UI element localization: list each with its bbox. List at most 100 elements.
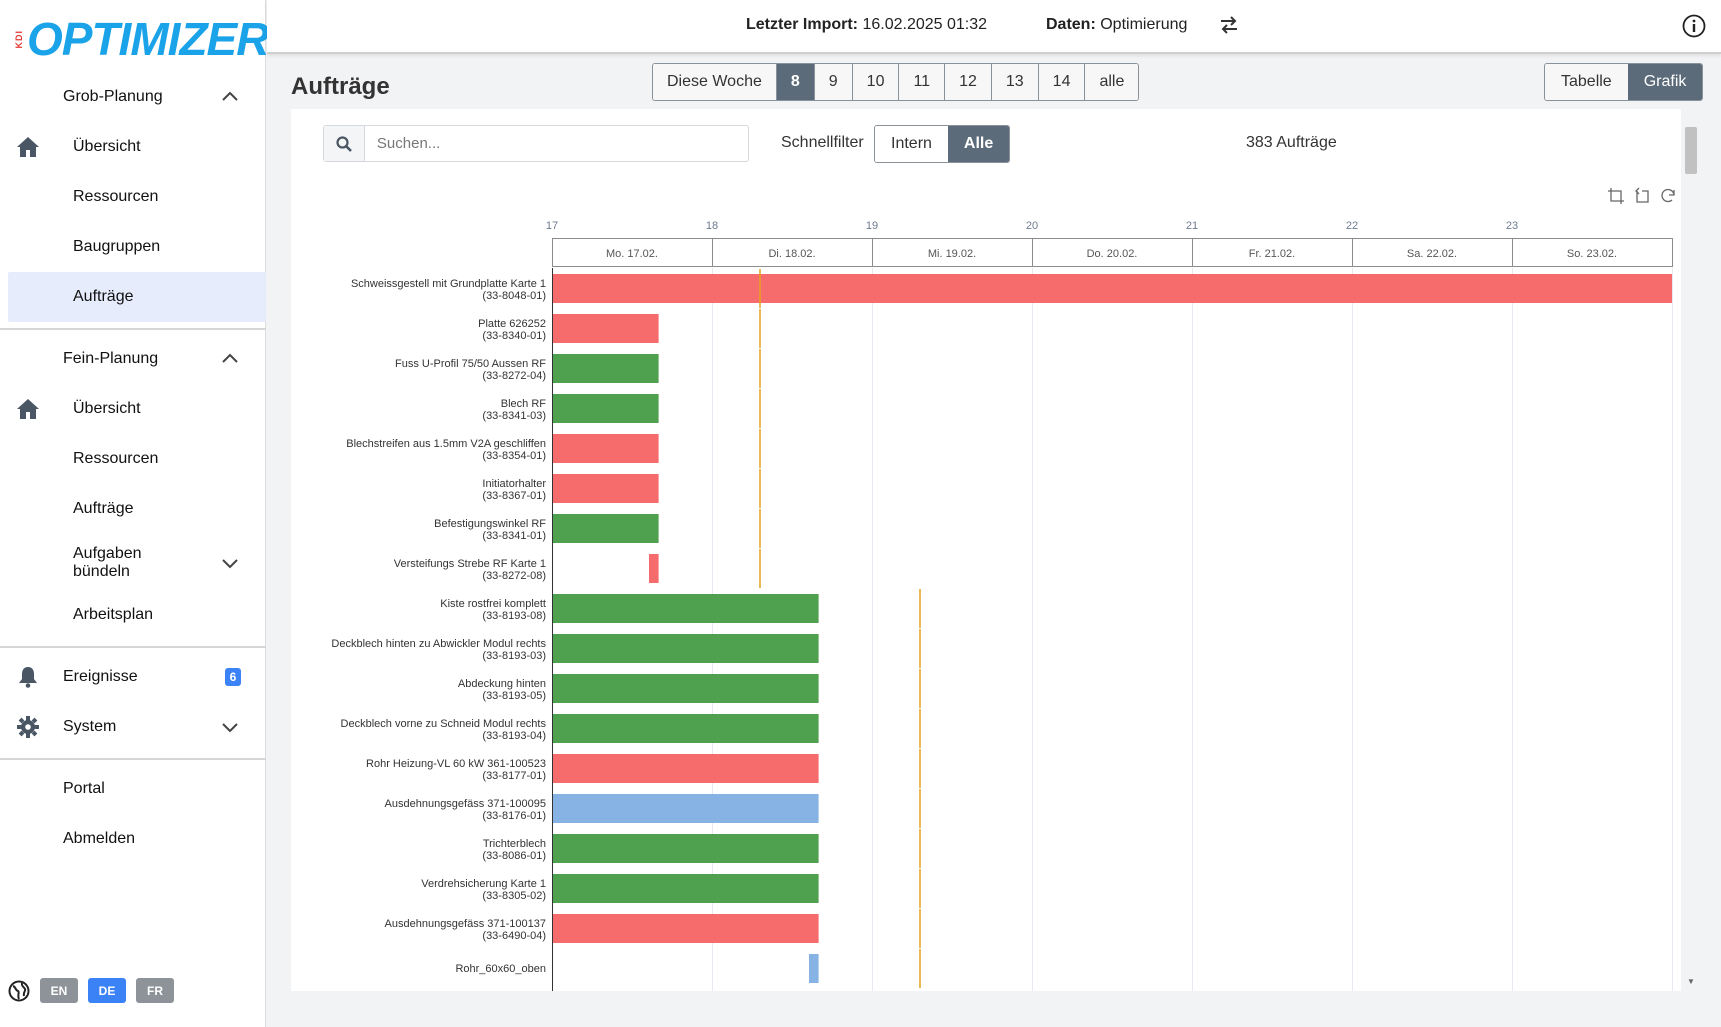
order-name-label: Rohr Heizung-VL 60 kW 361-100523: [366, 758, 546, 770]
week-filter-group: Diese Woche 8 9 10 11 12 13 14 alle: [652, 63, 1140, 101]
week-number-label: 22: [1346, 220, 1358, 232]
notification-badge: 6: [225, 668, 241, 686]
schnellfilter-group: Intern Alle: [874, 125, 1011, 163]
nav-section-grob-planung[interactable]: Grob-Planung: [8, 72, 266, 122]
week-button-diese-woche[interactable]: Diese Woche: [653, 64, 776, 100]
nav-item-grob-ressourcen[interactable]: Ressourcen: [8, 172, 266, 222]
home-icon: [16, 397, 40, 421]
week-button-12[interactable]: 12: [944, 64, 991, 100]
import-value: 16.02.2025 01:32: [862, 16, 988, 33]
order-name-label: Rohr_60x60_oben: [455, 963, 546, 975]
nav-item-label: Abmelden: [63, 830, 136, 847]
nav-item-label: Arbeitsplan: [73, 606, 154, 623]
language-en-button[interactable]: EN: [40, 978, 78, 1003]
day-header-label: Fr. 21.02.: [1249, 248, 1295, 260]
order-id-label: (33-8272-08): [482, 570, 546, 582]
chevron-down-icon: [222, 723, 238, 733]
order-id-label: (33-8193-03): [482, 650, 546, 662]
scrollbar[interactable]: [1682, 109, 1700, 991]
gantt-bar: [553, 834, 819, 863]
week-button-14[interactable]: 14: [1037, 64, 1085, 100]
nav-item-label: Übersicht: [73, 138, 141, 155]
order-name-label: Deckblech vorne zu Schneid Modul rechts: [341, 718, 547, 730]
day-header-cell: [552, 238, 713, 267]
nav-item-system[interactable]: System: [8, 702, 266, 752]
order-id-label: (33-8272-04): [482, 370, 546, 382]
nav-item-fein-auftraege[interactable]: Aufträge: [8, 484, 266, 534]
zoom-select-icon[interactable]: [1607, 187, 1625, 205]
order-name-label: Blechstreifen aus 1.5mm V2A geschliffen: [346, 438, 546, 450]
view-grafik-button[interactable]: Grafik: [1627, 64, 1703, 100]
day-header-cell: [1352, 238, 1513, 267]
divider: [0, 758, 266, 760]
order-id-label: (33-8193-05): [482, 690, 546, 702]
nav-item-arbeitsplan[interactable]: Arbeitsplan: [8, 590, 266, 640]
gantt-bar: [553, 674, 819, 703]
nav-item-fein-ressourcen[interactable]: Ressourcen: [8, 434, 266, 484]
week-button-10[interactable]: 10: [851, 64, 899, 100]
swap-icon[interactable]: [1219, 14, 1239, 36]
day-header-cell: [1192, 238, 1353, 267]
day-header-label: So. 23.02.: [1567, 248, 1617, 260]
nav-item-label: Ereignisse: [63, 668, 138, 685]
gantt-bar: [553, 714, 819, 743]
filter-alle-button[interactable]: Alle: [947, 126, 1010, 162]
week-button-9[interactable]: 9: [813, 64, 852, 100]
nav-item-abmelden[interactable]: Abmelden: [8, 814, 266, 864]
nav-item-fein-uebersicht[interactable]: Übersicht: [8, 384, 266, 434]
gantt-bar: [553, 634, 819, 663]
nav-item-label: Portal: [63, 780, 105, 797]
order-id-label: (33-8354-01): [482, 450, 546, 462]
bell-icon: [16, 665, 40, 689]
filter-intern-button[interactable]: Intern: [875, 126, 948, 162]
app-logo[interactable]: KDI OPTIMIZER: [14, 13, 269, 65]
gantt-bar: [553, 754, 819, 783]
data-label: Daten:: [1046, 16, 1096, 33]
gantt-bar: [553, 474, 659, 503]
logo-text: OPTIMIZER: [27, 13, 269, 65]
logo-prefix: KDI: [14, 29, 24, 49]
nav-item-aufgaben-buendeln[interactable]: Aufgaben bündeln: [8, 538, 266, 588]
week-button-8[interactable]: 8: [775, 64, 814, 100]
order-name-label: Verdrehsicherung Karte 1: [421, 878, 546, 890]
week-button-alle[interactable]: alle: [1084, 64, 1139, 100]
language-fr-button[interactable]: FR: [136, 978, 174, 1003]
week-number-label: 20: [1026, 220, 1038, 232]
nav-item-ereignisse[interactable]: Ereignisse 6: [8, 652, 266, 702]
language-switcher: EN DE FR: [8, 978, 174, 1003]
import-info: Letzter Import: 16.02.2025 01:32: [746, 16, 987, 34]
nav-item-grob-baugruppen[interactable]: Baugruppen: [8, 222, 266, 272]
nav-section-fein-planung[interactable]: Fein-Planung: [8, 334, 266, 384]
language-de-button[interactable]: DE: [88, 978, 126, 1003]
search-input[interactable]: [364, 134, 748, 153]
day-header-cell: [1512, 238, 1673, 267]
week-button-13[interactable]: 13: [990, 64, 1038, 100]
order-name-label: Initiatorhalter: [482, 478, 546, 490]
order-name-label: Versteifungs Strebe RF Karte 1: [394, 558, 546, 570]
gantt-bar: [553, 314, 659, 343]
data-value: Optimierung: [1100, 16, 1188, 33]
view-tabelle-button[interactable]: Tabelle: [1545, 64, 1628, 100]
order-name-label: Kiste rostfrei komplett: [440, 598, 546, 610]
info-icon[interactable]: [1682, 14, 1706, 38]
gantt-bar: [553, 434, 659, 463]
refresh-icon[interactable]: [1659, 187, 1677, 205]
scroll-down-arrow[interactable]: ▼: [1687, 977, 1695, 986]
chevron-down-icon: [222, 559, 238, 569]
week-number-label: 18: [706, 220, 718, 232]
nav-item-grob-auftraege[interactable]: Aufträge: [8, 272, 266, 322]
day-header-label: Sa. 22.02.: [1407, 248, 1457, 260]
zoom-reset-icon[interactable]: [1633, 187, 1651, 205]
view-toggle-group: Tabelle Grafik: [1544, 63, 1704, 101]
order-id-label: (33-8048-01): [482, 290, 546, 302]
scrollbar-thumb[interactable]: [1685, 127, 1697, 174]
order-name-label: Blech RF: [501, 398, 547, 410]
nav-item-grob-uebersicht[interactable]: Übersicht: [8, 122, 266, 172]
nav-item-portal[interactable]: Portal: [8, 764, 266, 814]
week-button-11[interactable]: 11: [898, 64, 945, 100]
nav-item-label: System: [63, 718, 117, 735]
order-id-label: (33-8176-01): [482, 810, 546, 822]
schnellfilter-label: Schnellfilter: [781, 134, 864, 151]
search-icon[interactable]: [324, 126, 365, 161]
nav-item-label: Aufträge: [73, 500, 134, 517]
